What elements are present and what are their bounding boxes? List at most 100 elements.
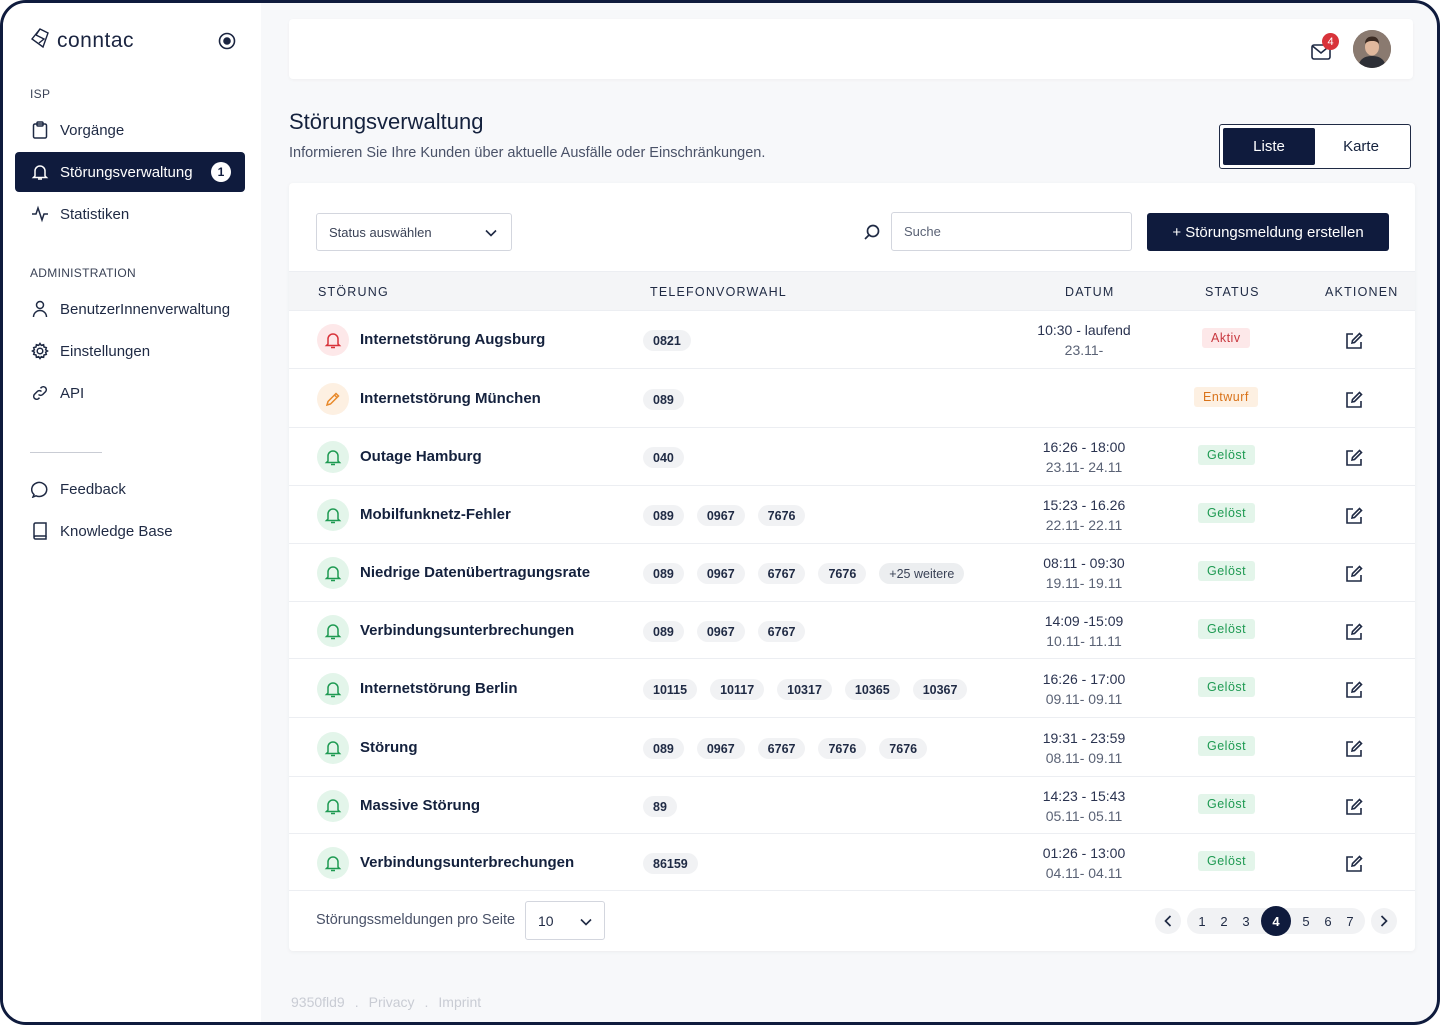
page-number-7[interactable]: 7 [1346,913,1354,929]
column-header-telefonvorwahl[interactable]: TELEFONVORWAHL [650,285,787,299]
edit-icon[interactable] [1344,739,1364,759]
footer-separator: . [354,994,359,1010]
prefix-chip: 7676 [879,738,928,759]
outage-date: 01:26 - 13:00 04.11- 04.11 [1019,843,1149,883]
sidebar-item-benutzerverwaltung[interactable]: BenutzerInnenverwaltung [15,289,245,329]
table-row[interactable]: Internetstörung Augsburg 0821 10:30 - lauf… [289,311,1415,369]
edit-icon[interactable] [1344,390,1364,410]
imprint-link[interactable]: Imprint [438,994,482,1010]
table-row[interactable]: Niedrige Datenübertragungsrate 089 0967 676… [289,544,1415,602]
search-icon[interactable] [863,223,881,241]
mail-button[interactable]: 4 [1311,33,1339,61]
page-number-2[interactable]: 2 [1220,913,1228,929]
table-row[interactable]: Internetstörung München 089 Entwurf [289,369,1415,428]
column-header-datum[interactable]: DATUM [1065,285,1115,299]
chevron-down-icon [580,913,592,929]
sidebar-toggle-icon[interactable] [216,30,238,52]
page-number-5[interactable]: 5 [1302,913,1310,929]
column-header-status[interactable]: STATUS [1205,285,1260,299]
edit-icon[interactable] [1344,331,1364,351]
outage-title[interactable]: Verbindungsunterbrechungen [360,622,575,639]
book-icon [31,522,49,540]
prefix-chip: 6767 [757,738,806,759]
sidebar-item-knowledge-base[interactable]: Knowledge Base [15,511,245,551]
outage-title[interactable]: Verbindungsunterbrechungen [360,854,575,871]
sidebar-item-stoerungsverwaltung[interactable]: Störungsverwaltung 1 [15,152,245,192]
status-badge: Gelöst [1198,445,1256,465]
search-input[interactable] [891,212,1132,251]
bell-icon [317,790,349,822]
outage-title[interactable]: Massive Störung [360,797,481,814]
table-header: STÖRUNG TELEFONVORWAHL DATUM STATUS AKTI… [289,271,1415,311]
prefix-list: 089 [643,389,684,410]
table-row[interactable]: Störung 089 0967 6767 7676 7676 19:31 - 23:59 0… [289,718,1415,777]
prefix-chip: 089 [643,389,684,410]
bell-icon [317,499,349,531]
edit-icon[interactable] [1344,680,1364,700]
prev-page-button[interactable] [1155,908,1181,934]
table-row[interactable]: Internetstörung Berlin 10115 10117 10317 103… [289,659,1415,718]
next-page-button[interactable] [1371,908,1397,934]
sidebar-item-einstellungen[interactable]: Einstellungen [15,331,245,371]
outage-title[interactable]: Outage Hamburg [360,448,482,465]
table-row[interactable]: Outage Hamburg 040 16:26 - 18:00 23.11- 24.… [289,428,1415,486]
clipboard-icon [31,121,49,139]
sidebar: conntac ISP Vorgänge Störungsverwaltung … [3,3,261,1022]
edit-icon[interactable] [1344,506,1364,526]
outage-date: 16:26 - 17:00 09.11- 09.11 [1019,669,1149,709]
edit-icon[interactable] [1344,448,1364,468]
sidebar-divider [30,452,102,453]
outage-title[interactable]: Internetstörung Augsburg [360,331,546,348]
privacy-link[interactable]: Privacy [368,994,415,1010]
status-badge: Entwurf [1194,387,1258,407]
column-header-stoerung[interactable]: STÖRUNG [318,285,389,299]
date-range: 22.11- 22.11 [1045,517,1123,533]
logo[interactable]: conntac [29,27,134,54]
sidebar-item-api[interactable]: API [15,373,245,413]
sidebar-item-label: BenutzerInnenverwaltung [60,300,231,318]
chat-icon [31,480,49,498]
view-list-button[interactable]: Liste [1223,128,1315,165]
notification-badge: 1 [211,162,231,182]
page-number-1[interactable]: 1 [1198,913,1206,929]
more-prefixes-chip[interactable]: +25 weitere [879,563,965,584]
page-number-3[interactable]: 3 [1242,913,1250,929]
edit-icon[interactable] [1344,564,1364,584]
time-range: 16:26 - 18:00 [1042,439,1126,455]
outage-title[interactable]: Internetstörung München [360,390,541,407]
outage-title[interactable]: Internetstörung Berlin [360,680,518,697]
edit-icon[interactable] [1344,854,1364,874]
prefix-chip: 6767 [757,621,806,642]
status-select[interactable]: Status auswählen [316,213,512,251]
avatar[interactable] [1353,30,1391,68]
sidebar-item-feedback[interactable]: Feedback [15,469,245,509]
pencil-icon [317,383,349,415]
prefix-list: 040 [643,447,684,468]
status-badge: Gelöst [1198,561,1256,581]
per-page-select[interactable]: 10 [525,901,605,940]
status-badge: Gelöst [1198,677,1256,697]
page-number-4[interactable]: 4 [1261,906,1291,936]
page-number-6[interactable]: 6 [1324,913,1332,929]
sidebar-item-label: API [60,384,85,402]
sidebar-item-vorgaenge[interactable]: Vorgänge [15,110,245,150]
logo-text: conntac [57,28,135,52]
table-row[interactable]: Massive Störung 89 14:23 - 15:43 05.11- 05.… [289,777,1415,834]
outage-title[interactable]: Niedrige Datenübertragungsrate [360,564,591,581]
table-row[interactable]: Verbindungsunterbrechungen 089 0967 6767 14:… [289,602,1415,659]
view-toggle: Liste Karte [1219,124,1411,169]
outage-title[interactable]: Mobilfunknetz-Fehler [360,506,511,523]
prefix-list: 10115 10117 10317 10365 10367 [643,679,968,700]
outage-title[interactable]: Störung [360,739,418,756]
bell-icon [317,615,349,647]
status-badge: Gelöst [1198,736,1256,756]
table-row[interactable]: Mobilfunknetz-Fehler 089 0967 7676 15:23 - 1… [289,486,1415,544]
edit-icon[interactable] [1344,622,1364,642]
sidebar-item-statistiken[interactable]: Statistiken [15,194,245,234]
table-row[interactable]: Verbindungsunterbrechungen 86159 01:26 - 1… [289,834,1415,891]
view-map-button[interactable]: Karte [1315,128,1407,165]
edit-icon[interactable] [1344,797,1364,817]
create-outage-button[interactable]: + Störungsmeldung erstellen [1147,213,1389,251]
